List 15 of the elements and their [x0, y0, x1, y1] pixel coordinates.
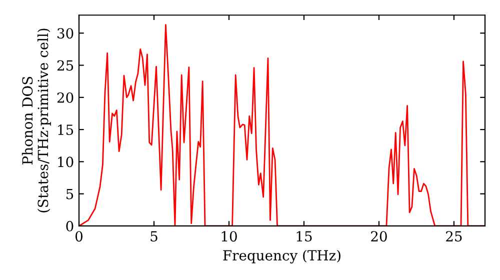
y-tick-label: 15 [58, 124, 74, 136]
y-tick-label: 10 [58, 156, 74, 168]
y-tick-label: 30 [58, 28, 74, 39]
x-tick-label: 0 [75, 231, 82, 242]
x-tick-label: 20 [371, 231, 387, 242]
x-tick-label: 5 [150, 231, 158, 242]
x-tick-label: 25 [446, 231, 462, 242]
y-tick-label: 0 [66, 220, 74, 232]
x-axis-title: Frequency (THz) [223, 250, 340, 264]
y-tick-label: 5 [66, 188, 74, 200]
x-tick-label: 15 [296, 231, 312, 242]
y-tick-label: 25 [57, 60, 74, 71]
x-tick-label: 10 [222, 231, 237, 242]
y-axis-title: Phonon DOS (States/THz·primitive cell) [22, 28, 51, 212]
y-tick-label: 20 [57, 92, 74, 103]
